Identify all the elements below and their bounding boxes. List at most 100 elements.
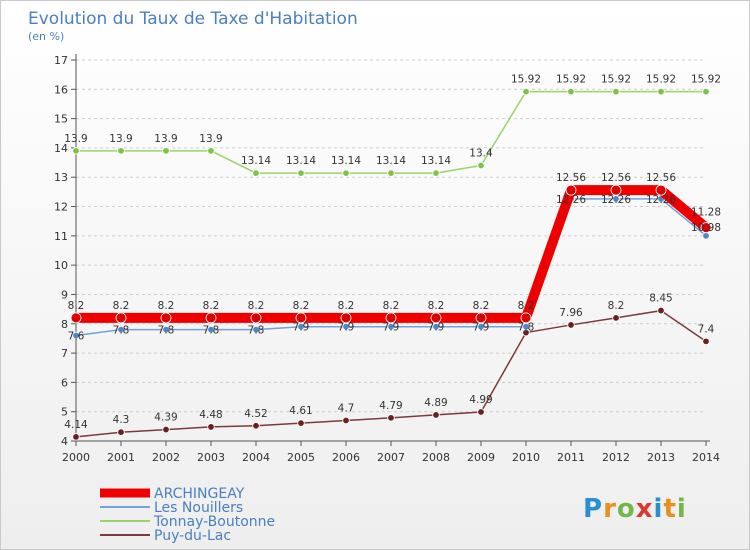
x-tick-label: 2012 [602, 451, 630, 464]
legend-label: Les Nouillers [154, 500, 243, 516]
logo-letter: i [677, 494, 687, 524]
logo-letter: r [603, 494, 617, 524]
x-tick-label: 2011 [557, 451, 585, 464]
data-point [117, 325, 125, 334]
data-point [297, 169, 305, 177]
y-tick-label: 12 [54, 201, 68, 214]
data-label: 15.92 [601, 74, 631, 86]
data-point [520, 312, 532, 324]
x-tick-label: 2001 [107, 451, 135, 464]
data-point [565, 184, 577, 196]
data-point [207, 325, 215, 334]
y-tick-label: 13 [54, 171, 68, 184]
y-tick-label: 8 [61, 318, 68, 331]
data-point [612, 314, 620, 322]
x-tick-label: 2003 [197, 451, 225, 464]
logo-letter: i [654, 494, 664, 524]
data-point [72, 433, 80, 441]
data-point [207, 423, 215, 431]
data-point [342, 323, 350, 331]
data-point [252, 422, 260, 430]
data-point [340, 312, 352, 324]
data-label: 4.39 [154, 412, 177, 424]
data-point [252, 169, 260, 177]
data-label: 13.14 [421, 155, 451, 167]
data-label: 4.7 [338, 402, 355, 414]
data-label: 15.92 [691, 74, 721, 86]
data-label: 11.28 [691, 207, 721, 219]
data-label: 7.9 [428, 322, 445, 334]
data-point [115, 312, 127, 324]
data-point [610, 184, 622, 196]
data-label: 7.9 [338, 322, 355, 334]
data-label: 7.8 [113, 325, 130, 337]
data-point [162, 425, 170, 434]
x-tick-label: 2010 [512, 451, 540, 464]
data-label: 15.92 [646, 74, 676, 86]
data-label: 7.8 [203, 325, 220, 337]
data-label: 4.99 [469, 394, 492, 406]
logo-letter: o [617, 494, 636, 524]
data-point [250, 312, 262, 324]
data-point [477, 408, 485, 416]
y-tick-label: 15 [54, 113, 68, 126]
x-tick-label: 2000 [62, 451, 90, 464]
data-label: 4.3 [113, 414, 130, 426]
data-point [432, 169, 440, 177]
data-point [162, 325, 170, 334]
data-label: 7.96 [559, 307, 583, 319]
logo-text: Proxiti [583, 494, 687, 524]
data-point [297, 323, 305, 331]
y-tick-label: 6 [61, 376, 68, 389]
data-point [385, 312, 397, 324]
legend-label: ARCHINGEAY [154, 486, 245, 502]
data-labels: 13.9 13.9 13.9 13.9 13.14 13.14 13.14 13.14 13.1… [64, 74, 721, 431]
x-tick-label: 2009 [467, 451, 495, 464]
data-label: 8.2 [248, 300, 265, 312]
data-label: 13.9 [199, 133, 222, 145]
data-point [567, 87, 575, 96]
data-label: 7.8 [248, 325, 265, 337]
data-label: 4.61 [289, 405, 312, 417]
data-label: 7.9 [473, 322, 490, 334]
series-layer [70, 87, 712, 441]
data-point [117, 428, 125, 436]
y-tick-label: 11 [54, 230, 68, 243]
data-label: 13.14 [286, 155, 316, 167]
data-label: 7.8 [518, 322, 535, 334]
y-tick-label: 10 [54, 259, 68, 272]
data-point [342, 169, 350, 177]
axes: 4 5 6 7 8 9 10 11 12 13 14 15 16 17 2000 2001 2002 2003 20… [54, 54, 720, 464]
data-point [70, 312, 82, 324]
data-point [657, 87, 665, 96]
data-point [205, 312, 217, 324]
data-label: 13.14 [241, 155, 271, 167]
data-point [387, 323, 395, 331]
data-label: 12.56 [556, 172, 586, 184]
data-label: 13.9 [64, 133, 87, 145]
data-point [72, 147, 80, 155]
data-point [655, 184, 667, 196]
data-label: 13.9 [154, 133, 177, 145]
data-point [160, 312, 172, 324]
data-label: 8.2 [113, 300, 130, 312]
series-line [71, 185, 711, 323]
data-label: 13.14 [376, 155, 406, 167]
data-label: 12.56 [646, 172, 676, 184]
data-point [700, 222, 712, 234]
chart-title: Evolution du Taux de Taxe d'Habitation [28, 9, 358, 29]
x-tick-label: 2006 [332, 451, 360, 464]
logo-letter: x [636, 494, 654, 524]
data-label: 13.9 [109, 133, 132, 145]
data-point [72, 331, 80, 340]
data-label: 12.26 [646, 194, 676, 206]
data-label: 8.2 [158, 300, 175, 312]
data-label: 13.14 [331, 155, 361, 167]
x-tick-label: 2008 [422, 451, 450, 464]
logo-letter: P [583, 494, 603, 524]
data-label: 7.9 [383, 322, 400, 334]
x-tick-label: 2005 [287, 451, 315, 464]
data-point [207, 147, 215, 155]
data-point [297, 419, 305, 427]
